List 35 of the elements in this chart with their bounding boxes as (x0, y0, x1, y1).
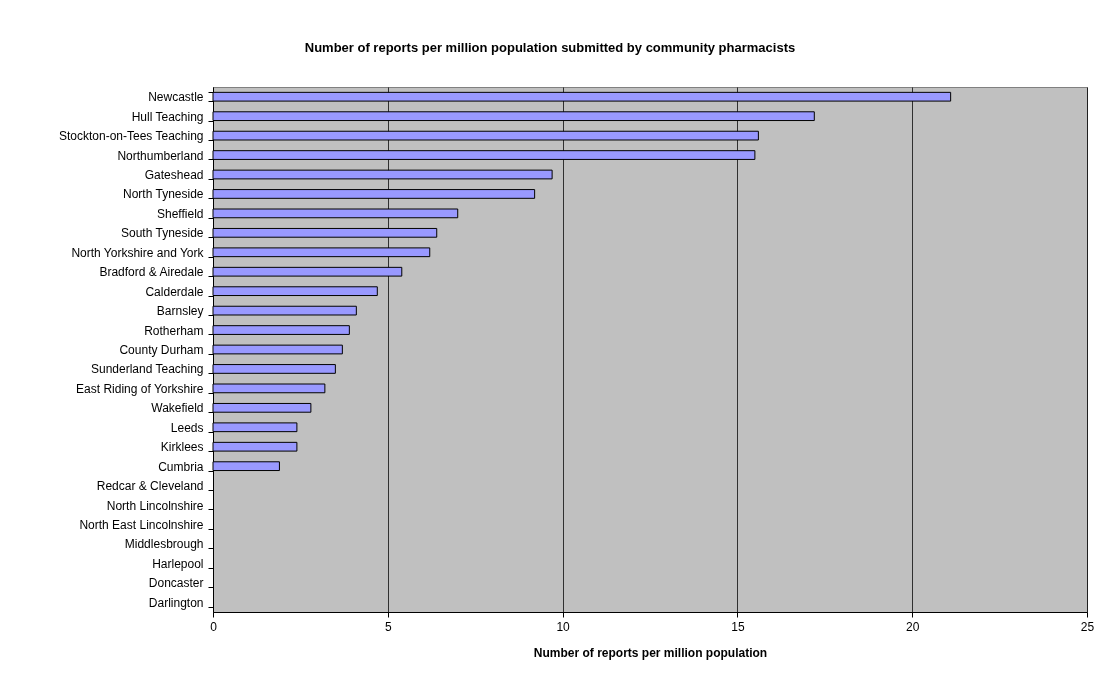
y-tick-label: Redcar & Cleveland (96, 479, 204, 494)
y-tick-label: Barnsley (156, 304, 204, 319)
y-tick-label: County Durham (119, 343, 204, 357)
y-tick-label: Newcastle (148, 90, 204, 105)
y-tick-label: North East Lincolnshire (79, 518, 204, 532)
x-tick-label: 25 (1080, 619, 1095, 634)
y-tick-label: North Yorkshire and York (71, 245, 205, 260)
y-tick-label: Cumbria (158, 459, 204, 474)
x-tick-label: 5 (384, 619, 392, 634)
y-tick-label: Harlepool (152, 556, 204, 571)
y-tick-label: Gateshead (144, 168, 204, 182)
y-tick-label: Middlesbrough (124, 537, 204, 552)
y-tick-label: Darlington (148, 595, 204, 610)
y-tick-label: North Lincolnshire (106, 498, 204, 513)
y-tick-label: Sunderland Teaching (90, 362, 204, 377)
y-tick-label: North Tyneside (123, 187, 204, 202)
y-tick-label: Northumberland (117, 148, 204, 163)
y-tick-label: Hull Teaching (131, 109, 204, 124)
x-axis-title: Number of reports per million population (533, 645, 768, 660)
y-tick-label: Wakefield (151, 401, 204, 416)
y-tick-label: Stockton-on-Tees Teaching (58, 129, 204, 144)
y-tick-label: South Tyneside (120, 226, 204, 241)
chart-title: Number of reports per million population submitted by community pharmacists (304, 40, 796, 55)
y-tick-label: Doncaster (148, 576, 204, 591)
y-tick-label: Leeds (170, 420, 204, 435)
y-tick-label: Bradford & Airedale (99, 265, 204, 280)
y-tick-label: Kirklees (160, 440, 204, 455)
x-tick-label: 10 (556, 619, 571, 634)
y-tick-label: Rotherham (144, 323, 204, 338)
y-tick-label: East Riding of Yorkshire (76, 381, 204, 396)
x-tick-label: 0 (210, 619, 218, 634)
y-tick-label: Sheffield (157, 206, 204, 221)
y-tick-label: Calderdale (145, 284, 204, 299)
x-tick-label: 15 (731, 619, 745, 634)
x-tick-label: 20 (906, 619, 920, 634)
